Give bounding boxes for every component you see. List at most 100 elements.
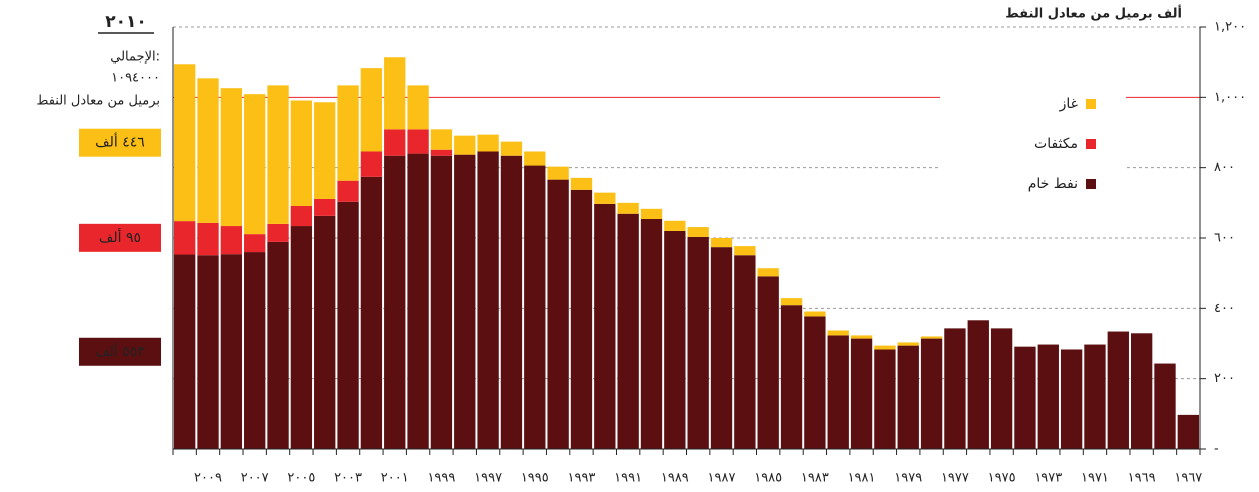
bar-segment: [174, 221, 196, 255]
bar-segment: [220, 254, 243, 449]
bar-segment: [290, 226, 313, 449]
bar-segment: [454, 135, 476, 155]
axis-title: ألف برميل من معادل النفط: [1005, 5, 1182, 22]
bar-segment: [804, 311, 826, 317]
highlight-year: ٢٠١٠: [105, 12, 147, 32]
bar-segment: [734, 246, 756, 256]
bar-segment: [524, 151, 546, 166]
x-tick-label: ١٩٨٥: [754, 471, 782, 486]
bar-segment: [710, 238, 733, 248]
bar-segment: [990, 328, 1013, 449]
x-tick-label: ١٩٧١: [1081, 471, 1109, 486]
bar-segment: [1037, 344, 1059, 449]
x-tick-label: ١٩٩٥: [521, 471, 549, 486]
bar-segment: [244, 252, 266, 449]
bar-segment: [477, 151, 499, 450]
bar-segment: [1130, 333, 1153, 449]
bar-segment: [267, 241, 289, 449]
bar-segment: [640, 208, 663, 220]
bar-segment: [920, 336, 943, 339]
x-tick-label: ١٩٨٧: [708, 471, 736, 486]
y-tick-label: ٤٠٠: [1214, 301, 1235, 316]
bar-segment: [337, 85, 359, 181]
y-tick-label: ٢٠٠: [1214, 371, 1235, 386]
y-tick-label: ٦٠٠: [1214, 231, 1235, 246]
bar-segment: [1154, 363, 1176, 449]
bar-segment: [1084, 344, 1106, 449]
legend-swatch: [1086, 179, 1096, 189]
y-tick-label: ١,٠٠٠: [1214, 90, 1246, 105]
bar-segment: [197, 255, 219, 449]
bar-segment: [664, 220, 686, 231]
bar-segment: [664, 230, 686, 449]
bar-segment: [897, 342, 919, 346]
bar-segment: [594, 203, 616, 449]
x-tick-label: ١٩٧٥: [988, 471, 1016, 486]
bar-segment: [314, 198, 336, 216]
bar-segment: [874, 345, 896, 350]
bar-segment: [174, 64, 196, 222]
bar-segment: [570, 189, 593, 450]
x-tick-label: ١٩٩٧: [474, 471, 502, 486]
x-tick-label: ١٩٩٩: [427, 471, 455, 486]
x-tick-label: ١٩٨١: [848, 471, 876, 486]
value-label-box: [79, 223, 161, 252]
total-label: الإجمالي:: [110, 50, 160, 65]
bar-segment: [827, 330, 849, 336]
x-tick-label: ١٩٩٣: [567, 471, 595, 486]
y-tick-label: ١,٢٠٠: [1214, 20, 1246, 35]
bar-segment: [1014, 346, 1036, 449]
value-label-box: [79, 337, 161, 366]
bar-segment: [267, 223, 289, 242]
bar-segment: [850, 335, 873, 339]
bar-segment: [430, 149, 453, 156]
bar-segment: [360, 68, 383, 152]
bar-segment: [617, 213, 639, 449]
bar-segment: [360, 151, 383, 177]
bar-segment: [430, 129, 453, 150]
bar-segment: [757, 268, 779, 277]
x-tick-label: ٢٠٠٧: [241, 471, 269, 486]
x-tick-label: ١٩٧٣: [1034, 471, 1062, 486]
bar-segment: [220, 226, 243, 255]
bar-segment: [360, 176, 383, 449]
legend-swatch: [1086, 139, 1096, 149]
bar-segment: [524, 165, 546, 449]
bar-segment: [244, 94, 266, 235]
bar-segment: [687, 227, 709, 237]
bar-segment: [337, 201, 359, 449]
bar-segment: [500, 141, 523, 156]
bar-segment: [734, 255, 756, 449]
x-tick-label: ١٩٨٩: [661, 471, 689, 486]
x-tick-label: ١٩٧٧: [941, 471, 969, 486]
legend-label: غاز: [1059, 96, 1078, 112]
bar-segment: [477, 134, 499, 152]
total-unit: برميل من معادل النفط: [36, 94, 160, 109]
x-tick-label: ٢٠٠١: [381, 471, 409, 486]
bar-segment: [780, 298, 803, 306]
value-label: ٥٥٣ ألف: [95, 342, 145, 360]
bar-segment: [384, 57, 406, 130]
bar-segment: [804, 316, 826, 449]
bar-segment: [780, 305, 803, 449]
bar-segment: [337, 180, 359, 202]
bar-segment: [640, 219, 663, 449]
bar-segment: [944, 328, 966, 449]
bar-segment: [1060, 349, 1083, 449]
bar-segment: [314, 215, 336, 449]
bar-segment: [967, 320, 989, 449]
bar-segment: [874, 349, 896, 449]
x-tick-label: ١٩٩١: [614, 471, 642, 486]
bar-segment: [1107, 331, 1129, 449]
bar-segment: [430, 155, 453, 449]
bar-segment: [757, 276, 779, 449]
x-tick-label: ١٩٧٩: [894, 471, 922, 486]
legend-label: مكثفات: [1034, 136, 1078, 152]
legend-swatch: [1086, 99, 1096, 109]
y-tick-label: -: [1214, 442, 1219, 457]
bar-segment: [290, 100, 313, 206]
value-label-box: [79, 128, 161, 157]
value-label: ٤٤٦ ألف: [95, 133, 145, 151]
bar-segment: [570, 177, 593, 190]
bar-segment: [174, 254, 196, 449]
